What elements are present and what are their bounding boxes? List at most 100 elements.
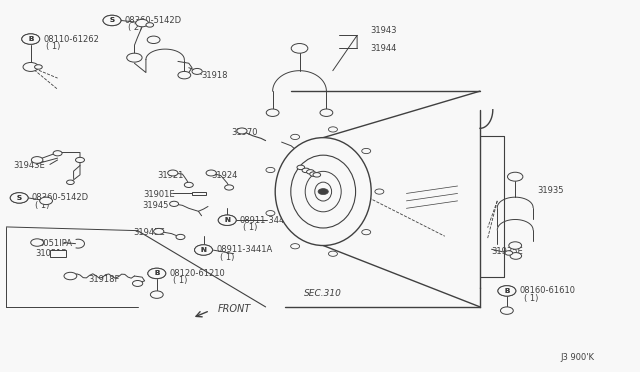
Circle shape	[195, 245, 212, 255]
Text: S: S	[17, 195, 22, 201]
Bar	[192, 192, 206, 195]
Circle shape	[23, 62, 38, 71]
Text: 08911-3441A: 08911-3441A	[216, 246, 273, 254]
Text: ( 1): ( 1)	[220, 253, 234, 262]
Circle shape	[302, 168, 310, 173]
Circle shape	[10, 193, 28, 203]
Circle shape	[362, 230, 371, 235]
Circle shape	[170, 201, 179, 206]
Circle shape	[297, 165, 305, 170]
Circle shape	[307, 170, 314, 174]
Text: 08360-5142D: 08360-5142D	[32, 193, 89, 202]
Text: ( 1): ( 1)	[46, 42, 60, 51]
Circle shape	[40, 197, 52, 205]
Circle shape	[206, 170, 216, 176]
Circle shape	[195, 245, 212, 255]
Text: 31945: 31945	[142, 201, 168, 210]
Bar	[50, 250, 66, 257]
Text: N: N	[200, 247, 207, 253]
Circle shape	[53, 151, 62, 156]
Text: 31918: 31918	[202, 71, 228, 80]
Circle shape	[146, 23, 154, 27]
Circle shape	[291, 134, 300, 140]
Circle shape	[291, 44, 308, 53]
Text: 08120-61210: 08120-61210	[170, 269, 225, 278]
Circle shape	[498, 286, 516, 296]
Text: FRONT: FRONT	[218, 304, 251, 314]
Circle shape	[176, 234, 185, 240]
Circle shape	[310, 172, 317, 176]
Circle shape	[218, 215, 236, 225]
Circle shape	[147, 36, 160, 44]
Circle shape	[320, 109, 333, 116]
Circle shape	[76, 157, 84, 163]
Text: ( 1): ( 1)	[35, 201, 49, 210]
Ellipse shape	[275, 138, 371, 246]
Ellipse shape	[291, 155, 356, 228]
Circle shape	[148, 268, 166, 279]
Text: 31051P: 31051P	[35, 249, 67, 258]
Text: 31945E: 31945E	[133, 228, 164, 237]
Ellipse shape	[305, 171, 341, 212]
Circle shape	[237, 128, 247, 134]
Circle shape	[184, 182, 193, 187]
Circle shape	[10, 193, 28, 203]
Text: N: N	[224, 217, 230, 223]
Circle shape	[192, 68, 202, 74]
Circle shape	[31, 157, 43, 163]
Circle shape	[313, 173, 321, 177]
Text: N: N	[200, 247, 207, 253]
Circle shape	[31, 239, 44, 246]
Text: 08160-61610: 08160-61610	[520, 286, 576, 295]
Text: 31943E: 31943E	[13, 161, 45, 170]
Circle shape	[218, 215, 236, 225]
Text: 08360-5142D: 08360-5142D	[125, 16, 182, 25]
Text: N: N	[224, 217, 230, 223]
Text: 08110-61262: 08110-61262	[44, 35, 99, 44]
Circle shape	[510, 253, 522, 259]
Text: B: B	[28, 36, 33, 42]
Circle shape	[127, 53, 142, 62]
Circle shape	[132, 280, 143, 286]
Circle shape	[103, 15, 121, 26]
Text: B: B	[28, 36, 33, 42]
Circle shape	[64, 272, 77, 280]
Text: 31944: 31944	[370, 44, 396, 53]
Text: SEC.310: SEC.310	[304, 289, 342, 298]
Text: 31924: 31924	[211, 171, 237, 180]
Circle shape	[150, 291, 163, 298]
Text: S: S	[109, 17, 115, 23]
Circle shape	[508, 172, 523, 181]
Text: 3051IPA: 3051IPA	[38, 239, 72, 248]
Circle shape	[266, 211, 275, 216]
Text: 31918F: 31918F	[88, 275, 120, 284]
Text: B: B	[504, 288, 509, 294]
Circle shape	[509, 242, 522, 249]
Text: 31943: 31943	[370, 26, 396, 35]
Text: ( 1): ( 1)	[173, 276, 187, 285]
Circle shape	[505, 251, 513, 255]
Circle shape	[148, 268, 166, 279]
Circle shape	[178, 71, 191, 79]
Ellipse shape	[315, 182, 332, 201]
Text: S: S	[109, 17, 115, 23]
Text: 31970: 31970	[232, 128, 258, 137]
Circle shape	[266, 109, 279, 116]
Circle shape	[168, 170, 178, 176]
Text: 08911-3441A: 08911-3441A	[240, 216, 296, 225]
Circle shape	[500, 307, 513, 314]
Text: ( 1): ( 1)	[243, 223, 257, 232]
Circle shape	[375, 189, 384, 194]
Circle shape	[154, 228, 164, 234]
Circle shape	[22, 34, 40, 44]
Text: 31921: 31921	[157, 171, 183, 180]
Circle shape	[266, 167, 275, 173]
Text: 31901E: 31901E	[143, 190, 175, 199]
Circle shape	[328, 251, 337, 256]
Circle shape	[67, 180, 74, 185]
Text: ( 2): ( 2)	[128, 23, 142, 32]
Text: B: B	[154, 270, 159, 276]
Text: ( 1): ( 1)	[524, 294, 538, 303]
Circle shape	[225, 185, 234, 190]
Text: S: S	[17, 195, 22, 201]
